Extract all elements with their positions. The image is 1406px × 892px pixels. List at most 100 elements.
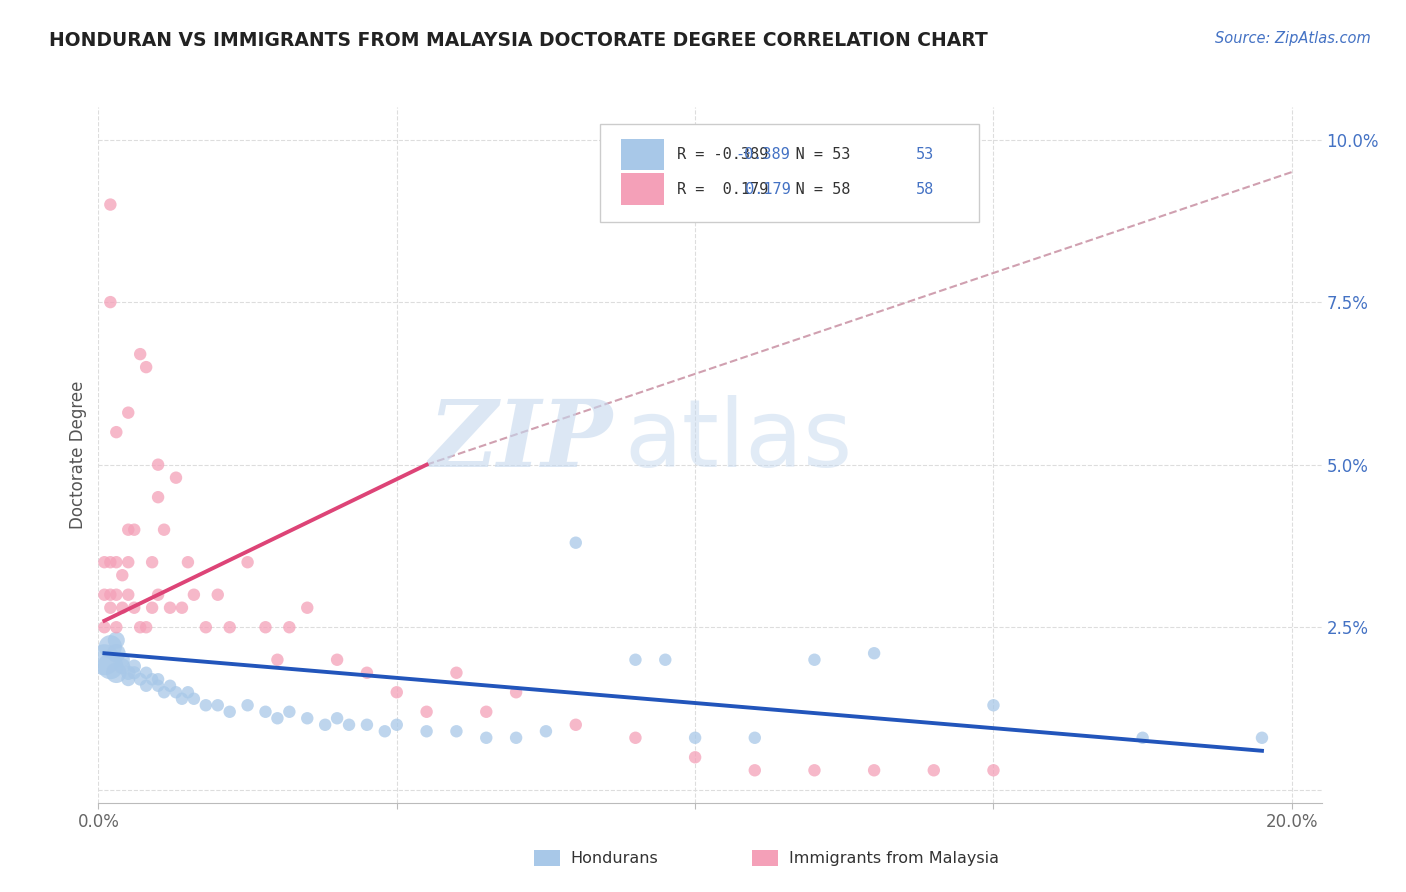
Point: [135, 679, 157, 693]
Point: [194, 620, 217, 634]
Point: [98, 295, 121, 310]
Point: [146, 490, 169, 504]
Point: [218, 620, 240, 634]
Point: [475, 705, 498, 719]
Point: [983, 764, 1005, 778]
Point: [98, 588, 121, 602]
Point: [326, 653, 349, 667]
Point: [565, 535, 588, 549]
Point: [105, 425, 128, 439]
Point: [624, 731, 647, 745]
Point: [922, 764, 945, 778]
Point: [356, 665, 378, 680]
Point: [254, 620, 277, 634]
Text: Source: ZipAtlas.com: Source: ZipAtlas.com: [1215, 31, 1371, 46]
Point: [207, 698, 229, 713]
Point: [254, 705, 277, 719]
Point: [117, 406, 139, 420]
Text: Hondurans: Hondurans: [571, 851, 658, 865]
Point: [146, 588, 169, 602]
Point: [129, 672, 152, 686]
Point: [654, 653, 676, 667]
Point: [374, 724, 396, 739]
Point: [111, 659, 134, 673]
Point: [177, 555, 200, 569]
Point: [117, 555, 139, 569]
Point: [415, 724, 437, 739]
Point: [93, 620, 115, 634]
Point: [505, 731, 527, 745]
Point: [863, 646, 886, 660]
Point: [683, 750, 706, 764]
Point: [475, 731, 498, 745]
Point: [105, 620, 128, 634]
Point: [105, 633, 128, 648]
Point: [177, 685, 200, 699]
Point: [129, 347, 152, 361]
Point: [385, 718, 408, 732]
Text: HONDURAN VS IMMIGRANTS FROM MALAYSIA DOCTORATE DEGREE CORRELATION CHART: HONDURAN VS IMMIGRANTS FROM MALAYSIA DOC…: [49, 31, 988, 50]
Point: [153, 685, 176, 699]
Text: -0.389: -0.389: [735, 147, 790, 161]
Point: [111, 568, 134, 582]
Point: [218, 705, 240, 719]
Point: [297, 711, 319, 725]
Point: [565, 718, 588, 732]
Point: [624, 653, 647, 667]
Text: 58: 58: [915, 182, 934, 196]
Text: Immigrants from Malaysia: Immigrants from Malaysia: [789, 851, 998, 865]
Point: [266, 711, 288, 725]
Point: [153, 523, 176, 537]
Point: [122, 523, 145, 537]
Point: [129, 620, 152, 634]
Point: [170, 600, 193, 615]
Point: [236, 698, 259, 713]
Point: [314, 718, 336, 732]
Point: [98, 640, 121, 654]
Point: [122, 600, 145, 615]
Point: [415, 705, 437, 719]
Point: [98, 659, 121, 673]
Point: [446, 724, 468, 739]
Point: [93, 588, 115, 602]
Text: R = -0.389   N = 53: R = -0.389 N = 53: [678, 147, 851, 161]
Point: [803, 653, 825, 667]
Point: [983, 698, 1005, 713]
Point: [385, 685, 408, 699]
Point: [326, 711, 349, 725]
Point: [105, 588, 128, 602]
Point: [117, 588, 139, 602]
Point: [122, 665, 145, 680]
Point: [141, 555, 163, 569]
Point: [207, 588, 229, 602]
Point: [117, 672, 139, 686]
Point: [93, 653, 115, 667]
Point: [122, 659, 145, 673]
Point: [236, 555, 259, 569]
Y-axis label: Doctorate Degree: Doctorate Degree: [69, 381, 87, 529]
Point: [105, 665, 128, 680]
Point: [505, 685, 527, 699]
FancyBboxPatch shape: [620, 138, 664, 170]
Text: atlas: atlas: [624, 395, 852, 487]
Point: [111, 600, 134, 615]
Point: [159, 600, 181, 615]
Point: [683, 731, 706, 745]
Point: [98, 555, 121, 569]
Point: [165, 471, 187, 485]
Point: [744, 731, 766, 745]
Point: [117, 523, 139, 537]
Point: [105, 646, 128, 660]
Point: [146, 672, 169, 686]
Point: [194, 698, 217, 713]
Point: [278, 705, 301, 719]
Point: [297, 600, 319, 615]
Point: [146, 458, 169, 472]
Point: [111, 653, 134, 667]
Text: 0.179: 0.179: [735, 182, 790, 196]
Point: [159, 679, 181, 693]
Text: 53: 53: [915, 147, 934, 161]
Point: [135, 665, 157, 680]
Point: [863, 764, 886, 778]
Point: [141, 600, 163, 615]
